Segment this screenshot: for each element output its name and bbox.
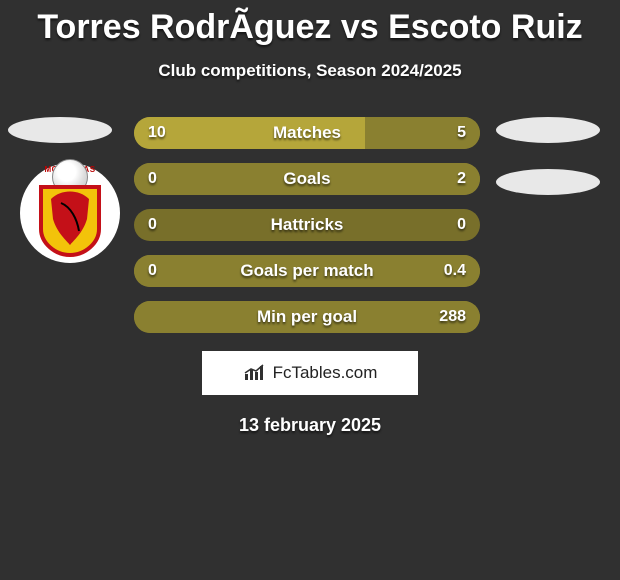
stat-row: Min per goal288	[134, 301, 480, 333]
stat-value-right: 0.4	[444, 255, 466, 287]
stat-row: 0Hattricks0	[134, 209, 480, 241]
stat-value-right: 5	[457, 117, 466, 149]
content: MONARCAS 10Matches50Goals20Hattricks00Go…	[0, 117, 620, 436]
attribution-text: FcTables.com	[273, 363, 378, 383]
stat-row: 0Goals2	[134, 163, 480, 195]
player-placeholder-right-2	[496, 169, 600, 195]
bar-chart-icon	[243, 364, 267, 382]
side-left: MONARCAS	[8, 117, 120, 269]
date-label: 13 february 2025	[0, 415, 620, 436]
stat-label: Min per goal	[134, 301, 480, 333]
stat-value-right: 288	[439, 301, 466, 333]
attribution[interactable]: FcTables.com	[202, 351, 418, 395]
page-title: Torres RodrÃ­guez vs Escoto Ruiz	[0, 0, 620, 47]
side-right	[496, 117, 600, 195]
club-badge-monarcas: MONARCAS	[20, 157, 120, 269]
stat-row: 0Goals per match0.4	[134, 255, 480, 287]
stat-label: Matches	[134, 117, 480, 149]
player-placeholder-left	[8, 117, 112, 143]
page-subtitle: Club competitions, Season 2024/2025	[0, 61, 620, 81]
stat-bars: 10Matches50Goals20Hattricks00Goals per m…	[134, 117, 480, 333]
stat-label: Goals	[134, 163, 480, 195]
stat-label: Hattricks	[134, 209, 480, 241]
stat-value-right: 0	[457, 209, 466, 241]
stat-value-right: 2	[457, 163, 466, 195]
stat-label: Goals per match	[134, 255, 480, 287]
player-placeholder-right-1	[496, 117, 600, 143]
stat-row: 10Matches5	[134, 117, 480, 149]
badge-shield-icon	[37, 185, 103, 257]
